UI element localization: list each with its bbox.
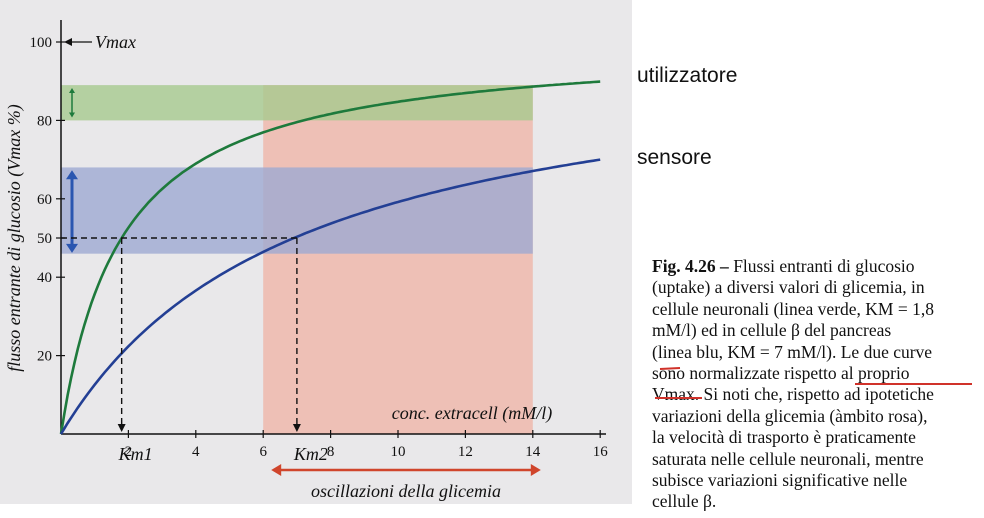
blue-curve	[59, 158, 601, 435]
caption-line: cellule neuronali (linea verde, KM = 1,8	[652, 298, 934, 319]
y-axis-label: flusso entrante di glucosio (Vmax %)	[4, 104, 25, 371]
figure-caption: Fig. 4.26 – Flussi entranti di glucosio(…	[652, 256, 974, 513]
caption-line: mM/l) ed in cellule β del pancreas	[652, 320, 892, 341]
vmax-arrowhead	[64, 38, 72, 46]
caption-line: Flussi entranti di glucosio	[733, 256, 915, 276]
caption-line: cellule β.	[652, 491, 717, 512]
annotation-lower: sensore	[637, 146, 712, 169]
x-tick-label: 12	[458, 444, 473, 460]
km1-label: Km1	[118, 444, 153, 464]
caption-line: sono normalizzate rispetto al proprio	[652, 363, 910, 384]
caption-line: variazioni della glicemia (àmbito rosa),	[652, 405, 928, 426]
blue-arrowhead-up	[66, 170, 78, 180]
km-arrowhead	[292, 424, 301, 432]
x-axis-label: conc. extracell (mM/l)	[392, 403, 552, 424]
x-tick-label: 16	[593, 444, 609, 460]
caption-line: subisce variazioni significative nelle	[652, 470, 908, 491]
vmax-label: Vmax	[95, 32, 136, 52]
x-tick-label: 2	[125, 444, 133, 460]
y-tick-label: 20	[37, 349, 52, 365]
caption-line: (uptake) a diversi valori di glicemia, i…	[652, 277, 925, 298]
range-label: oscillazioni della glicemia	[311, 481, 501, 501]
x-tick-label: 6	[259, 444, 267, 460]
km2-label: Km2	[293, 444, 328, 464]
x-tick-label: 14	[525, 444, 541, 460]
figure-label: Fig. 4.26 –	[652, 256, 729, 276]
y-tick-label: 100	[30, 35, 53, 51]
blue-arrowhead-down	[66, 243, 78, 253]
pink-range-band	[263, 85, 533, 435]
annotation-upper: utilizzatore	[637, 64, 738, 87]
green-arrowhead-up	[69, 87, 75, 93]
green-arrowhead-down	[69, 112, 75, 118]
y-tick-label: 40	[37, 270, 52, 286]
y-tick-label: 60	[37, 192, 52, 208]
range-arrowhead-left	[271, 464, 282, 476]
y-tick-label: 80	[37, 113, 52, 129]
range-arrowhead-right	[530, 464, 541, 476]
km-arrowhead	[117, 424, 126, 432]
caption-line: Vmax. Si noti che, rispetto ad ipotetich…	[652, 384, 934, 405]
green-curve	[59, 80, 601, 435]
caption-line: (linea blu, KM = 7 mM/l). Le due curve	[652, 341, 933, 362]
uptake-chart: 20 40 50 60 80 100 2 4 6 8 10 12 14 16 Vmax Km1 Km2 conc.…	[4, 20, 609, 501]
x-tick-label: 10	[391, 444, 406, 460]
y-tick-label: 50	[37, 231, 52, 247]
x-tick-label: 4	[192, 444, 200, 460]
caption-line: la velocità di trasporto è praticamente	[652, 427, 916, 448]
caption-line: saturata nelle cellule neuronali, mentre	[652, 448, 924, 469]
green-band	[61, 85, 533, 121]
x-tick-label: 8	[327, 444, 335, 460]
